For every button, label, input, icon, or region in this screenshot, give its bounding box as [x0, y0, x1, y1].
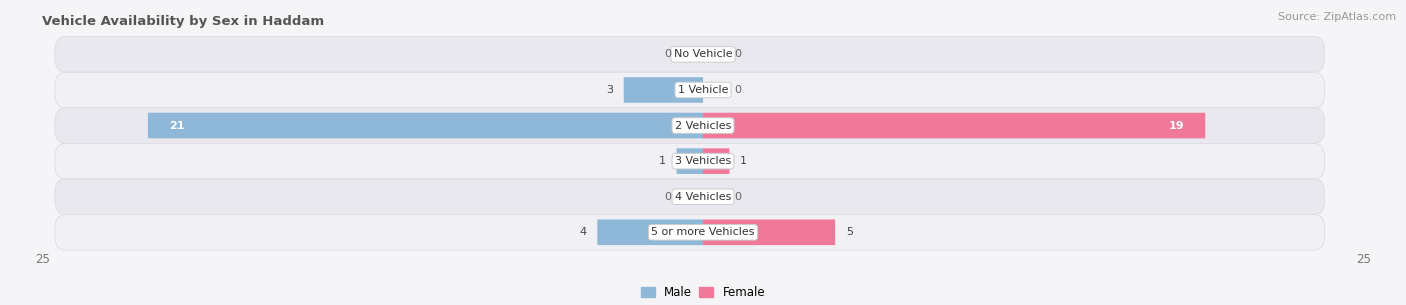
Text: No Vehicle: No Vehicle — [673, 49, 733, 59]
FancyBboxPatch shape — [148, 113, 703, 138]
Legend: Male, Female: Male, Female — [636, 282, 770, 304]
Text: Vehicle Availability by Sex in Haddam: Vehicle Availability by Sex in Haddam — [42, 16, 325, 28]
FancyBboxPatch shape — [55, 214, 1324, 250]
Text: Source: ZipAtlas.com: Source: ZipAtlas.com — [1278, 12, 1396, 22]
Text: 0: 0 — [664, 192, 671, 202]
FancyBboxPatch shape — [598, 220, 703, 245]
Text: 4 Vehicles: 4 Vehicles — [675, 192, 731, 202]
Text: 2 Vehicles: 2 Vehicles — [675, 120, 731, 131]
Text: 0: 0 — [735, 85, 742, 95]
Text: 3: 3 — [606, 85, 613, 95]
FancyBboxPatch shape — [624, 77, 703, 103]
FancyBboxPatch shape — [703, 113, 1205, 138]
FancyBboxPatch shape — [55, 179, 1324, 214]
FancyBboxPatch shape — [676, 148, 703, 174]
FancyBboxPatch shape — [55, 37, 1324, 72]
Text: 5 or more Vehicles: 5 or more Vehicles — [651, 227, 755, 237]
Text: 3 Vehicles: 3 Vehicles — [675, 156, 731, 166]
Text: 21: 21 — [169, 120, 184, 131]
FancyBboxPatch shape — [55, 143, 1324, 179]
Text: 4: 4 — [579, 227, 586, 237]
Text: 1 Vehicle: 1 Vehicle — [678, 85, 728, 95]
Text: 1: 1 — [740, 156, 747, 166]
Text: 0: 0 — [735, 192, 742, 202]
Text: 5: 5 — [846, 227, 852, 237]
FancyBboxPatch shape — [55, 72, 1324, 108]
Text: 0: 0 — [664, 49, 671, 59]
Text: 1: 1 — [659, 156, 666, 166]
Text: 19: 19 — [1168, 120, 1184, 131]
FancyBboxPatch shape — [703, 220, 835, 245]
FancyBboxPatch shape — [55, 108, 1324, 143]
Text: 0: 0 — [735, 49, 742, 59]
FancyBboxPatch shape — [703, 148, 730, 174]
